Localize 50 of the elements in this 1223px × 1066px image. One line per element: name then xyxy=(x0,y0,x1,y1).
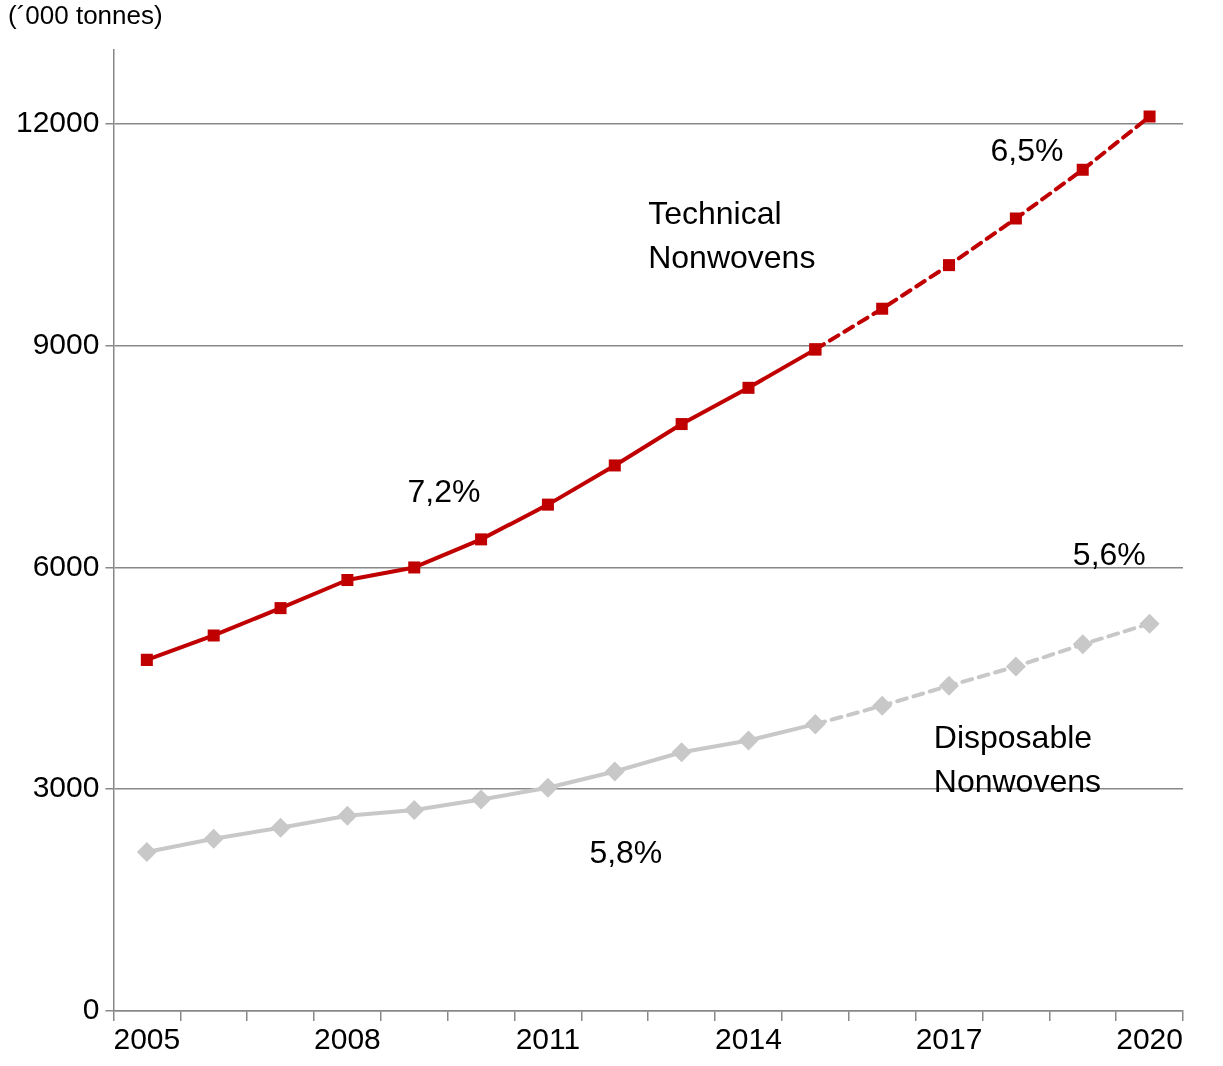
point xyxy=(671,742,692,763)
point xyxy=(604,761,625,782)
point xyxy=(943,259,956,272)
point xyxy=(270,817,291,838)
point xyxy=(203,828,224,849)
x-tick-label: 2017 xyxy=(915,1022,983,1056)
annotation: 6,5% xyxy=(990,132,1064,169)
point xyxy=(207,629,220,642)
point xyxy=(136,842,157,863)
point xyxy=(608,459,621,472)
x-tick-label: 2020 xyxy=(1116,1022,1183,1056)
y-tick-label: 12000 xyxy=(15,105,100,139)
annotation: 5,6% xyxy=(1072,535,1146,572)
point xyxy=(341,574,354,587)
point xyxy=(537,777,558,798)
point xyxy=(809,343,822,356)
point xyxy=(337,805,358,826)
point xyxy=(408,561,421,574)
x-tick-label: 2008 xyxy=(314,1022,381,1056)
annotation: Disposable Nonwovens xyxy=(933,718,1101,799)
y-tick-label: 6000 xyxy=(32,548,100,582)
point xyxy=(675,418,688,431)
point xyxy=(475,533,488,546)
x-tick-label: 2014 xyxy=(715,1022,782,1056)
point xyxy=(471,789,492,810)
point xyxy=(1009,212,1022,225)
point xyxy=(872,695,893,716)
point xyxy=(140,653,153,666)
annotation: 7,2% xyxy=(407,473,481,510)
annotation: Technical Nonwovens xyxy=(648,194,816,275)
point xyxy=(742,381,755,394)
point xyxy=(1076,163,1089,176)
point xyxy=(1072,634,1093,655)
y-tick-label: 9000 xyxy=(32,326,100,360)
point xyxy=(274,602,287,615)
point xyxy=(404,799,425,820)
point xyxy=(1005,656,1026,677)
point xyxy=(1143,110,1156,123)
y-tick-label: 3000 xyxy=(32,770,100,804)
point xyxy=(939,675,960,696)
point xyxy=(541,498,554,511)
point xyxy=(805,714,826,735)
x-tick-label: 2005 xyxy=(113,1022,181,1056)
point xyxy=(876,302,889,315)
y-tick-label: 0 xyxy=(82,992,100,1026)
point xyxy=(738,730,759,751)
point xyxy=(1139,613,1160,634)
x-tick-label: 2011 xyxy=(515,1022,581,1056)
annotation: 5,8% xyxy=(589,833,663,870)
y-axis-title: (´000 tonnes) xyxy=(8,0,163,31)
